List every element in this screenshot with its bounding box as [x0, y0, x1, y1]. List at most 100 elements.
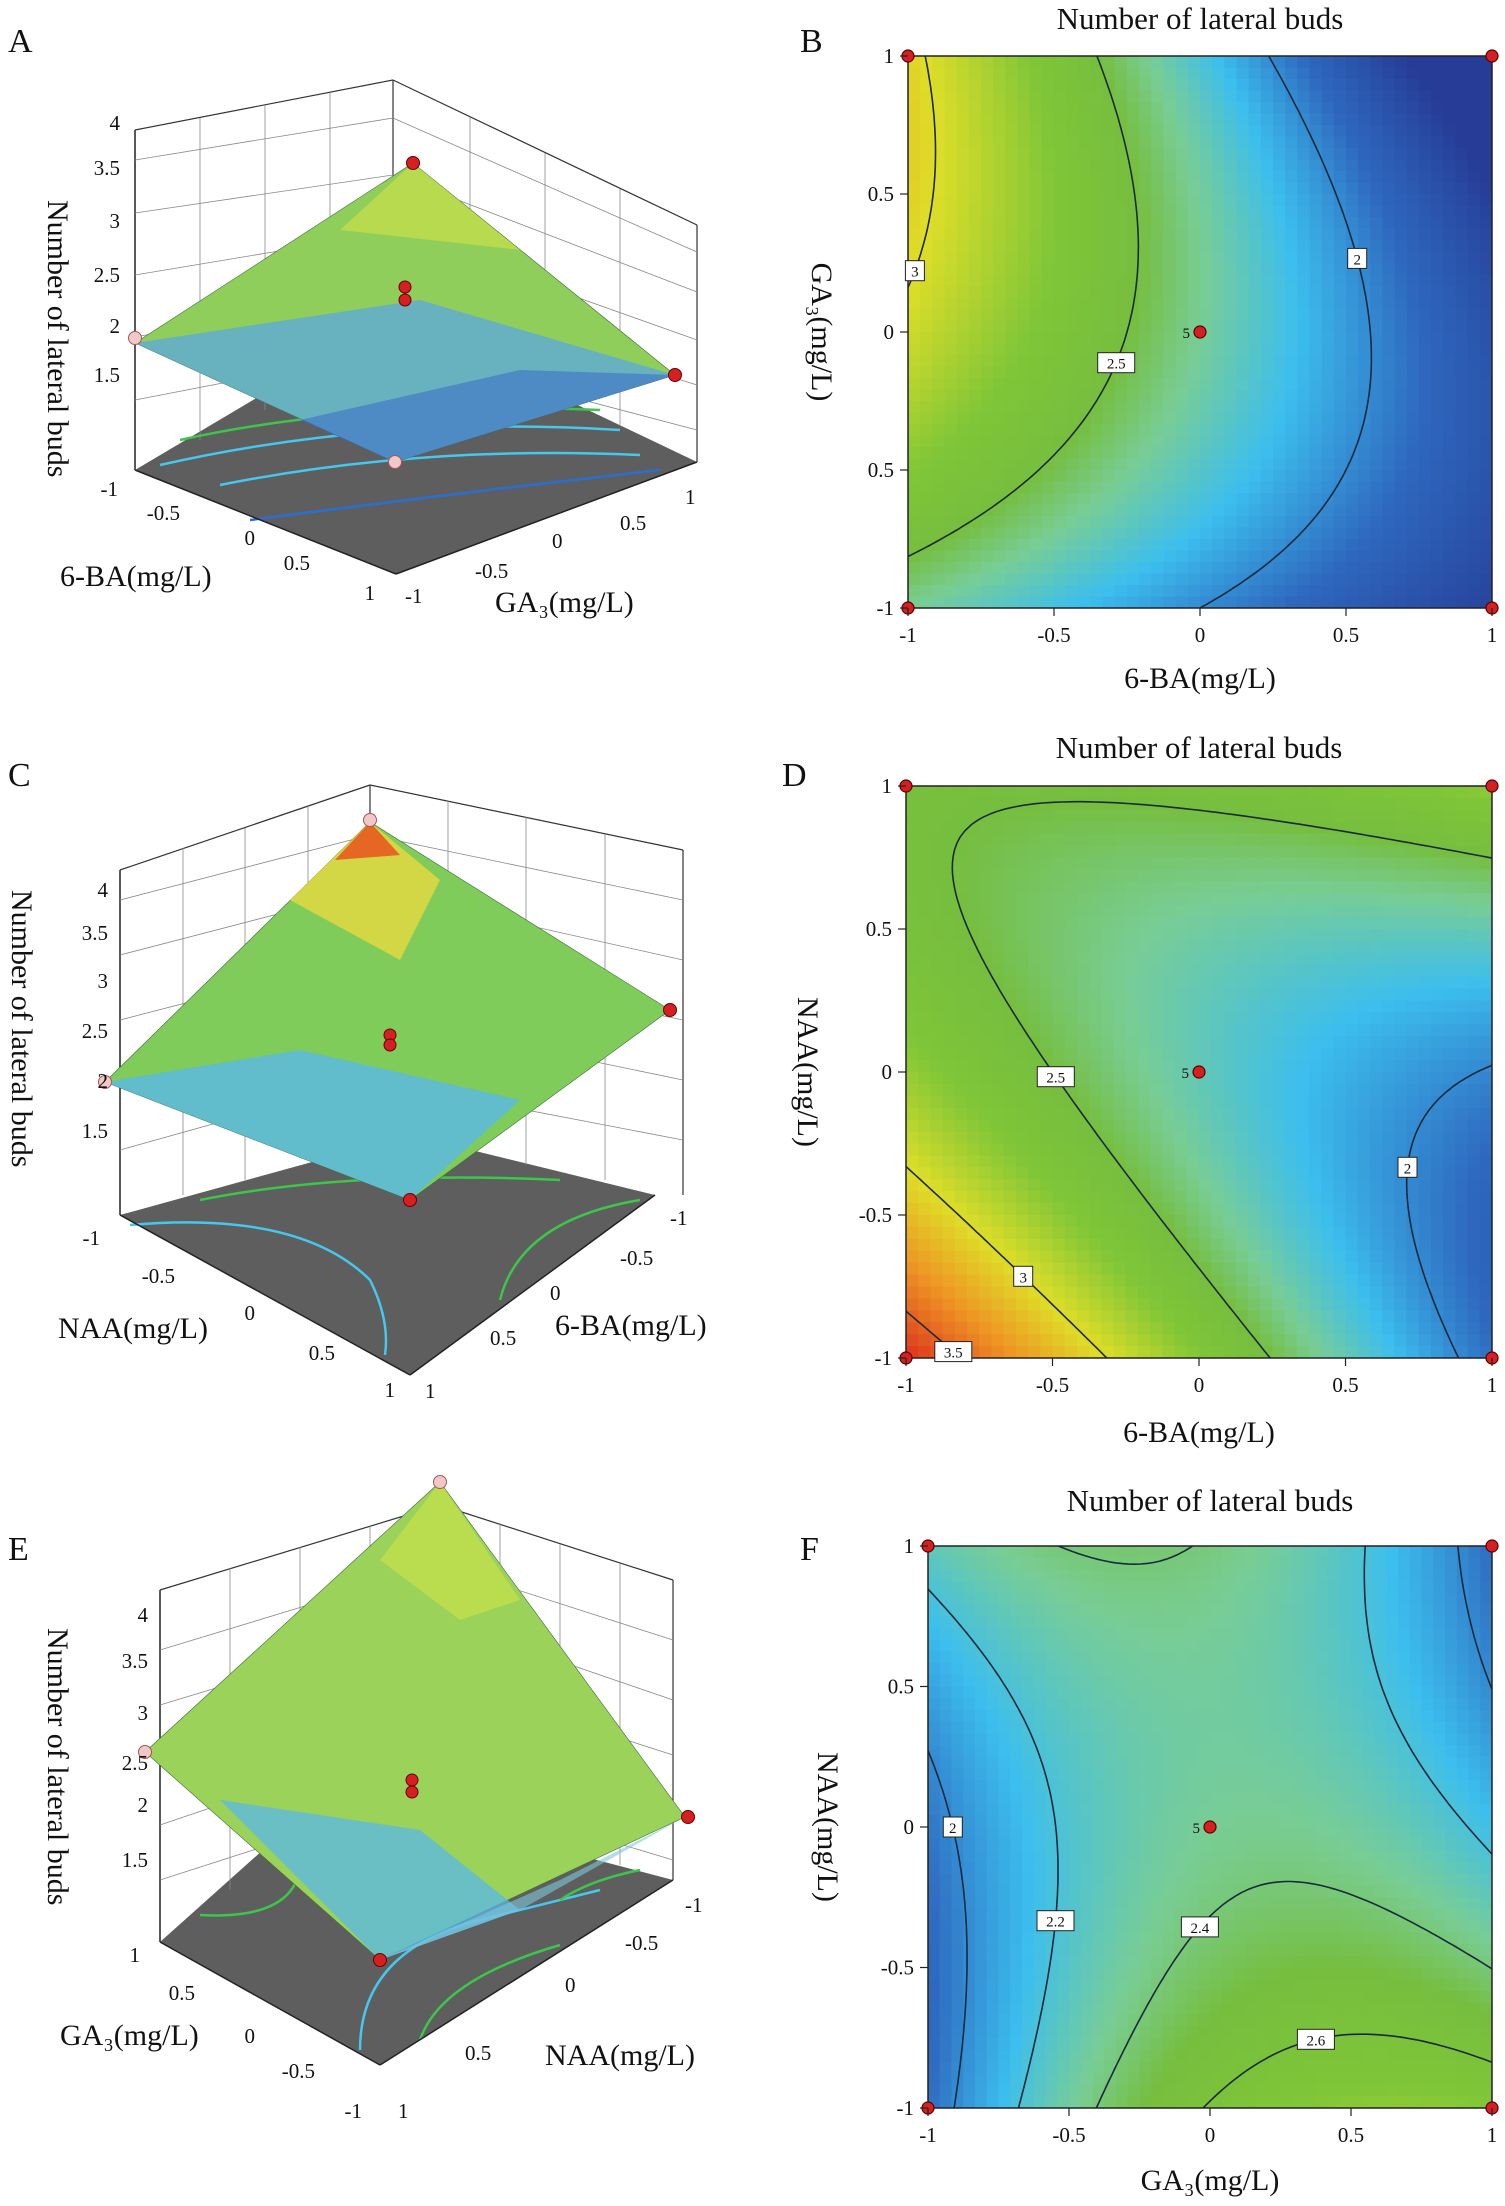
heat-cell — [932, 562, 946, 575]
heat-cell — [1394, 1250, 1408, 1264]
heat-cell — [1297, 585, 1311, 598]
heat-cell — [1175, 343, 1189, 356]
heat-cell — [1174, 881, 1188, 894]
heat-cell — [1297, 378, 1311, 391]
heat-cell — [932, 320, 946, 333]
heat-cell — [1406, 401, 1420, 414]
heat-cell — [1479, 1107, 1492, 1121]
heat-cell — [1028, 1215, 1041, 1228]
x-tick-label: -1 — [897, 1373, 915, 1397]
y-tick-label: 0 — [884, 320, 895, 344]
heat-cell — [1370, 504, 1384, 517]
heat-cell — [928, 1709, 941, 1723]
heat-cell — [1139, 274, 1152, 287]
heat-cell — [1089, 1083, 1102, 1097]
heat-cell — [1247, 1036, 1261, 1049]
heat-cell — [1272, 1060, 1286, 1073]
heat-cell — [1052, 964, 1066, 978]
heat-cell — [1333, 355, 1347, 368]
heat-cell — [956, 343, 970, 356]
heat-cell — [918, 1000, 932, 1014]
heat-cell — [1346, 562, 1359, 575]
heat-cell — [939, 1768, 953, 1781]
heat-cell — [1467, 1131, 1481, 1145]
heat-cell — [928, 1862, 941, 1875]
heat-cell — [1175, 251, 1189, 264]
heat-cell — [1114, 79, 1128, 92]
heat-cell — [1127, 412, 1140, 425]
heat-cell — [1260, 1238, 1273, 1252]
heat-cell — [1479, 539, 1492, 552]
heat-cell — [1101, 809, 1115, 823]
heat-cell — [1052, 988, 1066, 1002]
design-point — [128, 331, 142, 345]
heat-cell — [1443, 845, 1456, 859]
heat-cell — [1186, 1119, 1200, 1133]
heat-cell — [1235, 1000, 1249, 1014]
heat-cell — [1284, 1215, 1298, 1228]
heat-cell — [939, 1686, 953, 1699]
heat-cell — [1005, 125, 1019, 138]
heat-cell — [1430, 1143, 1444, 1157]
heat-cell — [1052, 1346, 1066, 1358]
heat-cell — [1235, 845, 1249, 859]
heat-cell — [1200, 389, 1213, 402]
heat-cell — [1175, 148, 1189, 161]
heat-cell — [1443, 1048, 1456, 1061]
heat-cell — [1321, 355, 1335, 368]
heat-cell — [1467, 332, 1481, 345]
heat-cell — [1333, 67, 1347, 80]
heat-cell — [1078, 389, 1092, 402]
heat-cell — [1150, 1179, 1163, 1192]
heat-cell — [1479, 857, 1492, 871]
heat-cell — [1321, 562, 1335, 575]
x-axis-label: 6-BA(mg/L) — [60, 560, 212, 593]
heat-cell — [1455, 401, 1469, 414]
heat-cell — [1431, 332, 1444, 345]
heat-cell — [1139, 424, 1152, 437]
heat-cell — [930, 1072, 944, 1085]
heat-cell — [1066, 79, 1079, 92]
heat-cell — [1406, 585, 1420, 598]
heat-cell — [1211, 1036, 1225, 1049]
heat-cell — [1054, 102, 1067, 115]
heat-cell — [1406, 343, 1420, 356]
heat-cell — [1333, 263, 1347, 276]
x-tick-label: -0.5 — [1037, 623, 1070, 647]
heat-cell — [1284, 1083, 1298, 1097]
heat-cell — [942, 1012, 956, 1025]
heat-cell — [979, 1060, 993, 1073]
heat-cell — [1382, 881, 1395, 894]
heat-cell — [1003, 1155, 1017, 1168]
heat-cell — [1394, 1262, 1408, 1276]
heat-cell — [954, 1322, 968, 1335]
heat-cell — [1064, 821, 1078, 835]
heat-cell — [1260, 309, 1274, 322]
heat-cell — [1040, 1238, 1054, 1252]
heat-cell — [906, 1131, 919, 1145]
heat-cell — [1321, 1131, 1334, 1145]
heat-cell — [1382, 893, 1395, 906]
heat-cell — [1150, 797, 1163, 811]
heat-cell — [1431, 424, 1444, 437]
heat-cell — [1150, 1036, 1163, 1049]
heat-cell — [1029, 194, 1043, 207]
heat-cell — [1479, 1262, 1492, 1276]
heat-cell — [1467, 493, 1481, 506]
heat-cell — [944, 562, 958, 575]
heat-cell — [1174, 1036, 1188, 1049]
heat-cell — [1236, 516, 1250, 529]
heat-cell — [1078, 504, 1092, 517]
heat-cell — [1003, 1179, 1017, 1192]
heat-cell — [1212, 596, 1225, 608]
heat-cell — [939, 1932, 953, 1945]
heat-cell — [1382, 320, 1396, 333]
heat-cell — [928, 1850, 941, 1863]
heat-cell — [967, 940, 980, 954]
heat-cell — [1333, 343, 1347, 356]
heat-cell — [1150, 809, 1163, 823]
heat-cell — [1151, 240, 1165, 253]
heat-cell — [1223, 917, 1237, 930]
heat-cell — [1260, 355, 1274, 368]
heat-cell — [1248, 527, 1262, 540]
